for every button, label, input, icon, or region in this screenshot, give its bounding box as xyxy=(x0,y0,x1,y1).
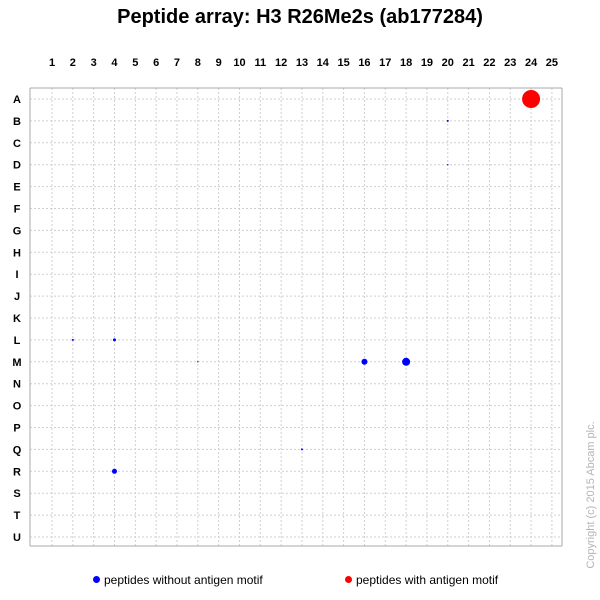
y-tick-label: G xyxy=(13,225,22,237)
data-point xyxy=(71,338,74,341)
data-point xyxy=(197,361,199,363)
x-tick-label: 22 xyxy=(483,57,495,69)
legend-blue-dot xyxy=(93,576,100,583)
legend-label-with-motif: peptides with antigen motif xyxy=(356,573,499,587)
x-tick-label: 21 xyxy=(462,57,474,69)
x-tick-label: 4 xyxy=(111,57,118,69)
data-point xyxy=(300,448,303,451)
x-tick-label: 19 xyxy=(421,57,433,69)
y-tick-label: T xyxy=(14,510,21,522)
x-tick-label: 5 xyxy=(132,57,138,69)
x-tick-label: 13 xyxy=(296,57,308,69)
x-tick-label: 6 xyxy=(153,57,159,69)
x-tick-label: 16 xyxy=(358,57,370,69)
grid-lines xyxy=(29,87,563,547)
x-tick-label: 17 xyxy=(379,57,391,69)
y-tick-label: M xyxy=(12,357,21,369)
legend-item-without-motif: peptides without antigen motif xyxy=(93,573,263,587)
x-tick-label: 12 xyxy=(275,57,287,69)
y-tick-label: O xyxy=(13,401,22,413)
x-tick-label: 1 xyxy=(49,57,55,69)
x-tick-label: 23 xyxy=(504,57,516,69)
copyright-notice: Copyright (c) 2015 Abcam plc. xyxy=(585,421,597,569)
chart-title: Peptide array: H3 R26Me2s (ab177284) xyxy=(117,6,483,28)
y-tick-label: S xyxy=(13,488,20,500)
x-tick-label: 14 xyxy=(317,57,330,69)
data-point xyxy=(402,357,411,366)
y-tick-label: E xyxy=(13,182,20,194)
y-tick-label: K xyxy=(13,313,21,325)
data-points xyxy=(71,90,541,474)
x-axis-tick-labels: 1 2 3 4 5 6 7 8 9 10 11 12 13 14 15 16 17 18 19 20 21 22 23 24 2… xyxy=(49,57,558,69)
legend-item-with-motif: peptides with antigen motif xyxy=(345,573,498,587)
y-tick-label: D xyxy=(13,160,21,172)
data-point xyxy=(361,358,368,365)
data-point xyxy=(522,90,541,108)
x-tick-label: 9 xyxy=(216,57,222,69)
data-point xyxy=(111,468,117,474)
x-tick-label: 20 xyxy=(442,57,454,69)
y-tick-label: C xyxy=(13,138,21,150)
x-tick-label: 15 xyxy=(337,57,349,69)
y-tick-label: P xyxy=(13,423,20,435)
x-tick-label: 25 xyxy=(546,57,558,69)
x-tick-label: 7 xyxy=(174,57,180,69)
y-tick-label: H xyxy=(13,247,21,259)
x-tick-label: 2 xyxy=(70,57,76,69)
x-tick-label: 8 xyxy=(195,57,201,69)
legend-red-dot xyxy=(345,576,352,583)
y-tick-label: F xyxy=(14,204,21,216)
y-tick-label: U xyxy=(13,532,21,544)
y-tick-label: Q xyxy=(13,444,22,456)
data-point xyxy=(447,164,449,166)
y-tick-label: L xyxy=(14,335,21,347)
x-tick-label: 24 xyxy=(525,57,538,69)
data-point xyxy=(112,338,116,342)
x-tick-label: 10 xyxy=(233,57,245,69)
x-tick-label: 11 xyxy=(254,57,266,69)
y-tick-label: A xyxy=(13,94,21,106)
y-tick-label: J xyxy=(14,291,20,303)
y-tick-label: I xyxy=(15,269,18,281)
x-tick-label: 18 xyxy=(400,57,412,69)
data-point xyxy=(446,119,449,122)
y-tick-label: R xyxy=(13,466,21,478)
x-tick-label: 3 xyxy=(91,57,97,69)
y-tick-label: B xyxy=(13,116,21,128)
legend-label-without-motif: peptides without antigen motif xyxy=(104,573,263,587)
y-tick-label: N xyxy=(13,379,21,391)
